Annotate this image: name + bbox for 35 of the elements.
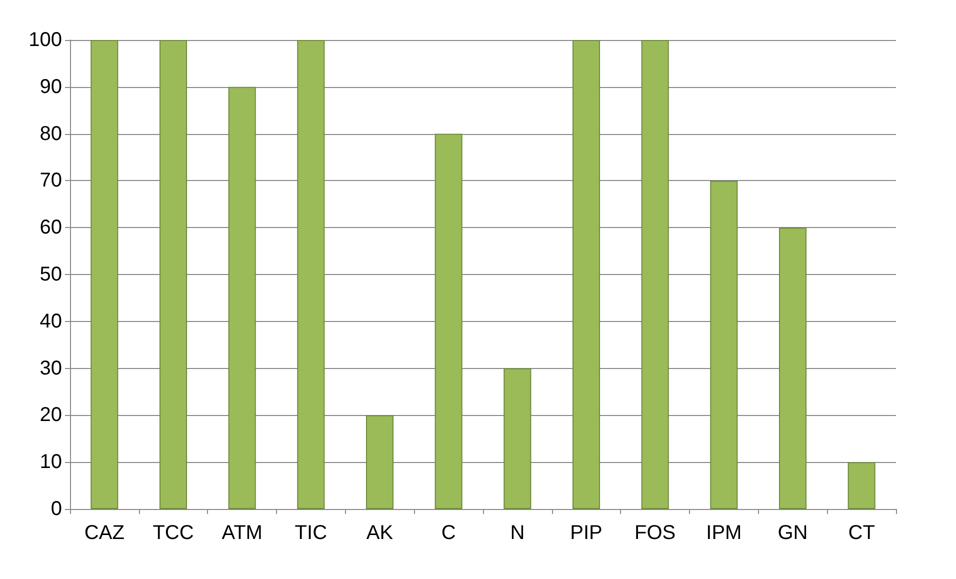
y-tick-label: 80	[40, 122, 62, 145]
x-tick-label: IPM	[706, 522, 742, 544]
y-tick-label: 40	[40, 310, 62, 332]
bar	[848, 462, 876, 509]
y-tick-label: 70	[40, 170, 62, 192]
bar	[366, 415, 394, 509]
y-tick-label: 20	[40, 404, 62, 426]
x-tick-label: ATM	[222, 522, 262, 544]
bar	[434, 134, 462, 509]
bar	[504, 368, 532, 509]
x-tick-label: C	[441, 522, 456, 544]
x-tick-label: TIC	[294, 522, 328, 544]
x-tick-label: AK	[366, 522, 394, 544]
bar	[90, 40, 118, 509]
bar	[228, 86, 256, 509]
bar	[572, 40, 600, 509]
x-tick-label: N	[510, 522, 525, 544]
x-tick-label: GN	[778, 522, 808, 544]
x-tick-label: TCC	[152, 522, 194, 544]
y-tick-label: 60	[40, 216, 62, 239]
x-tick-label: CAZ	[84, 522, 124, 544]
bar	[710, 180, 738, 509]
bar	[778, 228, 807, 509]
y-tick-label: 100	[28, 29, 62, 51]
x-tick-label: CT	[848, 522, 875, 544]
bar	[159, 40, 188, 509]
y-tick-label: 0	[50, 498, 62, 520]
y-tick-label: 50	[40, 264, 62, 286]
y-tick-label: 10	[40, 451, 62, 474]
x-tick-label: PIP	[570, 522, 602, 544]
x-tick-label: FOS	[634, 522, 676, 544]
y-tick-label: 30	[40, 357, 62, 380]
bar	[641, 40, 669, 509]
bar	[297, 40, 325, 509]
y-tick-label: 90	[40, 76, 62, 98]
